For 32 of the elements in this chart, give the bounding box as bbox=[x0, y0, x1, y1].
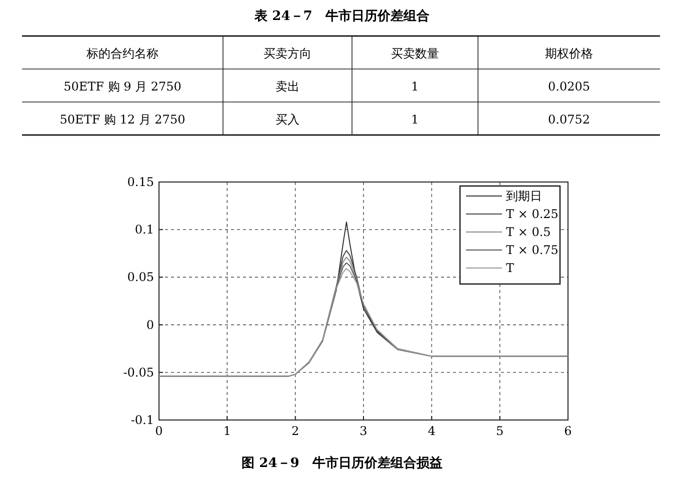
y-tick-label: 0 bbox=[146, 318, 154, 332]
text: 50ETF 购 9 月 2750 bbox=[64, 80, 182, 94]
text: 1 bbox=[411, 112, 419, 126]
category-label: 期权价格 bbox=[545, 46, 593, 60]
y-tick-label: 0.1 bbox=[134, 222, 154, 237]
x-tick-label: 2 bbox=[292, 424, 300, 438]
text: 0.0752 bbox=[548, 112, 590, 126]
x-tick-label: 3 bbox=[360, 424, 368, 438]
text: 买入 bbox=[276, 112, 300, 126]
x-tick-label: 1 bbox=[223, 424, 231, 438]
y-tick-label: -0.1 bbox=[130, 413, 154, 427]
text: 图 24－9 牛市日历价差组合损益 bbox=[242, 455, 442, 471]
x-tick-label: 4 bbox=[428, 424, 436, 438]
legend-label: T × 0.25 bbox=[506, 207, 558, 221]
legend-label: T × 0.5 bbox=[506, 225, 551, 239]
x-tick-label: 0 bbox=[155, 424, 163, 438]
text: 0.0205 bbox=[548, 80, 590, 94]
legend-label: T bbox=[506, 261, 514, 275]
text: 1 bbox=[411, 80, 419, 94]
category-label: 标的合约名称 bbox=[86, 46, 158, 60]
category-label: 买卖数量 bbox=[391, 46, 439, 60]
y-tick-label: 0.15 bbox=[127, 175, 154, 189]
text: 50ETF 购 12 月 2750 bbox=[60, 112, 186, 126]
y-tick-label: 0.05 bbox=[127, 270, 154, 284]
text: 表 24－7 牛市日历价差组合 bbox=[254, 8, 430, 24]
y-tick-label: -0.05 bbox=[123, 365, 154, 380]
x-tick-label: 6 bbox=[564, 424, 572, 438]
legend-label: T × 0.75 bbox=[506, 243, 558, 257]
legend-label: 到期日 bbox=[506, 189, 542, 203]
category-label: 买卖方向 bbox=[264, 46, 312, 60]
x-tick-label: 5 bbox=[496, 424, 504, 438]
text: 卖出 bbox=[276, 80, 300, 94]
